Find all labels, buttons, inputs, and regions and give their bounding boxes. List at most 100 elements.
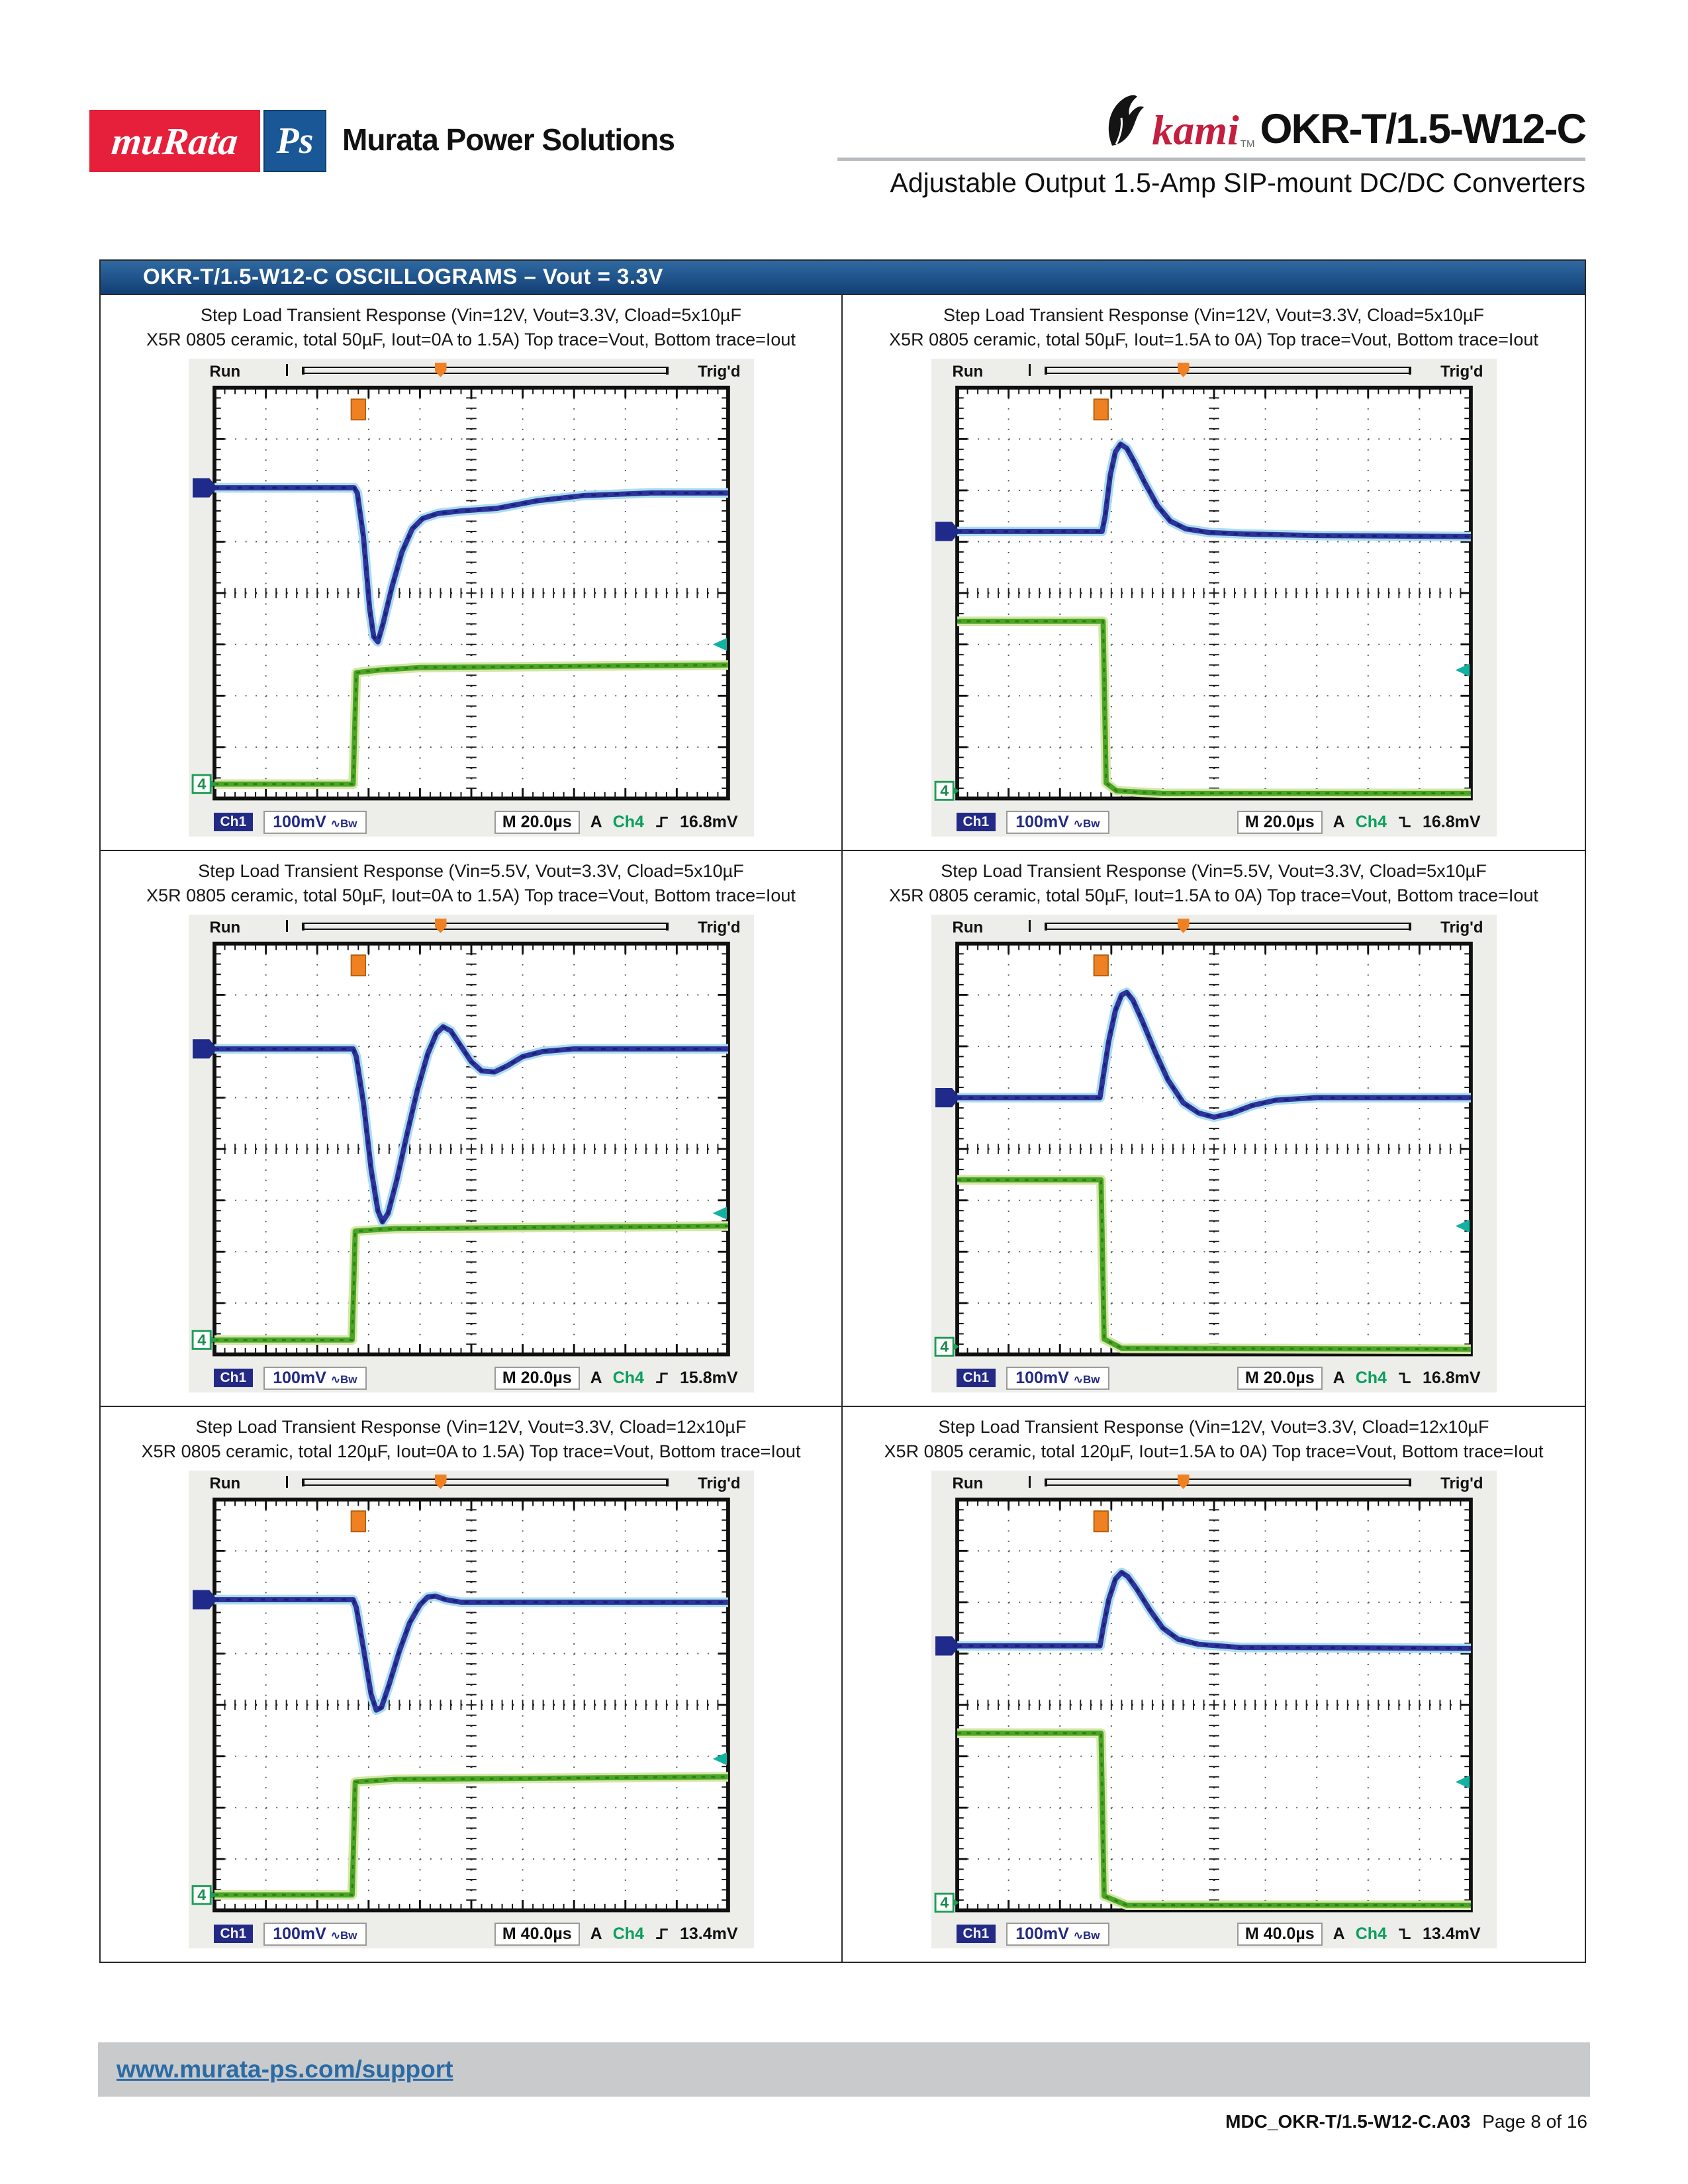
- ch1-volts-per-div: 100mV: [1015, 1368, 1069, 1387]
- vout-trace-texture: [957, 443, 1471, 538]
- ch1-scale-readout: 100mV ∿Bw: [263, 810, 367, 834]
- murata-logo: muRata: [89, 110, 260, 172]
- ch4-marker-arrow: [953, 787, 959, 795]
- acquisition-label: A: [1333, 1924, 1345, 1943]
- coupling-bandwidth-icon: ∿Bw: [330, 817, 357, 830]
- coupling-bandwidth-icon: ∿Bw: [330, 1373, 357, 1386]
- murata-ps-logo-text: Ps: [276, 120, 314, 161]
- coupling-bandwidth-icon: ∿Bw: [330, 1929, 357, 1942]
- panel-title: Step Load Transient Response (Vin=5.5V, …: [101, 859, 841, 908]
- support-bar: www.murata-ps.com/support: [98, 2042, 1590, 2097]
- oscillogram-panel: Step Load Transient Response (Vin=12V, V…: [843, 1406, 1585, 1962]
- record-tick: [1029, 364, 1031, 376]
- support-link[interactable]: www.murata-ps.com/support: [117, 2056, 453, 2083]
- trigger-point-marker: [1093, 1510, 1109, 1533]
- scope-graticule: 4: [934, 385, 1473, 801]
- trigger-position-flag: [434, 1475, 447, 1489]
- trigd-indicator: Trig'd: [1440, 919, 1483, 936]
- panel-title-line1: Step Load Transient Response (Vin=5.5V, …: [198, 861, 744, 881]
- trigger-position-flag: [1177, 1475, 1190, 1489]
- record-window-bracket: [1045, 367, 1411, 375]
- page-subtitle: Adjustable Output 1.5-Amp SIP-mount DC/D…: [890, 167, 1586, 198]
- record-window-bracket: [302, 1479, 669, 1486]
- trademark-symbol: TM: [1240, 138, 1255, 150]
- oscillogram-panel: Step Load Transient Response (Vin=12V, V…: [843, 294, 1585, 850]
- ch4-marker-arrow: [210, 1336, 216, 1344]
- scope-graticule: 4: [191, 1497, 730, 1913]
- trigger-source-label: Ch4: [612, 1368, 644, 1387]
- ch1-volts-per-div: 100mV: [273, 812, 326, 831]
- ch1-scale-readout: 100mV ∿Bw: [263, 1366, 367, 1390]
- scope-status-bottom: Ch1 100mV ∿Bw M 40.0µs A Ch4 13.4mV: [934, 1921, 1494, 1947]
- scope-status-bottom: Ch1 100mV ∿Bw M 40.0µs A Ch4 13.4mV: [191, 1921, 751, 1947]
- scope-status-top: Run Trig'd: [191, 916, 751, 938]
- okami-logo: kami TM: [1103, 93, 1255, 152]
- scope-status-bottom: Ch1 100mV ∿Bw M 20.0µs A Ch4 15.8mV: [191, 1365, 751, 1391]
- oscilloscope-screenshot: Run Trig'd 4 Ch1 100mV ∿Bw M 40.0µs A Ch…: [931, 1471, 1497, 1948]
- trigger-source-label: Ch4: [1355, 1924, 1387, 1943]
- run-indicator: Run: [209, 919, 241, 936]
- page-number: Page 8 of 16: [1482, 2111, 1587, 2132]
- timebase-readout: M 20.0µs: [1237, 810, 1323, 834]
- doc-footer: MDC_OKR-T/1.5-W12-C.A03 Page 8 of 16: [1225, 2111, 1587, 2132]
- panel-title: Step Load Transient Response (Vin=5.5V, …: [843, 859, 1585, 908]
- timebase-readout: M 40.0µs: [494, 1922, 580, 1946]
- trigger-point-marker: [350, 398, 366, 421]
- murata-logo-text: muRata: [109, 119, 240, 163]
- record-tick: [286, 1476, 289, 1488]
- ch1-marker: [192, 478, 217, 498]
- ch1-marker: [935, 1636, 960, 1656]
- oscillogram-panel: Step Load Transient Response (Vin=12V, V…: [101, 1406, 843, 1962]
- panel-title-line1: Step Load Transient Response (Vin=12V, V…: [938, 1417, 1489, 1437]
- trigger-level-readout: 16.8mV: [1422, 1368, 1481, 1387]
- ch1-scale-readout: 100mV ∿Bw: [263, 1922, 367, 1946]
- ch4-marker-arrow: [210, 780, 216, 788]
- product-title: OKR-T/1.5-W12-C: [1260, 106, 1587, 153]
- scope-status-bottom: Ch1 100mV ∿Bw M 20.0µs A Ch4 16.8mV: [934, 809, 1494, 835]
- ch4-marker-box: [934, 1892, 955, 1913]
- panel-title: Step Load Transient Response (Vin=12V, V…: [101, 303, 841, 352]
- ch1-marker: [192, 1590, 217, 1610]
- ch4-marker-arrow: [953, 1343, 959, 1351]
- ch1-volts-per-div: 100mV: [1015, 812, 1069, 831]
- trigger-position-flag: [1177, 363, 1190, 377]
- panel-title-line2: X5R 0805 ceramic, total 50µF, Iout=1.5A …: [889, 330, 1538, 349]
- panel-title-line1: Step Load Transient Response (Vin=12V, V…: [943, 305, 1484, 325]
- header-divider-rule: [837, 158, 1585, 161]
- trigger-edge-icon: [1399, 1372, 1411, 1384]
- ch1-label-box: Ch1: [213, 1369, 254, 1387]
- ch1-volts-per-div: 100mV: [1015, 1924, 1069, 1943]
- acquisition-label: A: [590, 812, 602, 831]
- vout-trace-texture: [957, 991, 1471, 1118]
- ch4-marker-box: [934, 780, 955, 801]
- oscillograms-section: OKR-T/1.5-W12-C OSCILLOGRAMS – Vout = 3.…: [99, 259, 1586, 1963]
- panel-title-line2: X5R 0805 ceramic, total 50µF, Iout=0A to…: [146, 886, 796, 905]
- trigger-source-label: Ch4: [612, 1924, 644, 1943]
- ch1-label-box: Ch1: [213, 1925, 254, 1943]
- iout-trace: [957, 618, 1471, 796]
- oscilloscope-screenshot: Run Trig'd 4 Ch1 100mV ∿Bw M 20.0µs A Ch…: [188, 359, 754, 837]
- coupling-bandwidth-icon: ∿Bw: [1073, 1373, 1100, 1386]
- ch4-marker-label: 4: [940, 782, 949, 799]
- vout-trace-texture: [214, 1025, 728, 1224]
- trigger-point-marker: [1093, 954, 1109, 977]
- ch4-marker-box: [191, 774, 212, 794]
- acquisition-label: A: [590, 1924, 602, 1943]
- iout-trace-texture: [214, 1225, 728, 1342]
- ch4-marker-arrow: [953, 1899, 959, 1907]
- panel-title-line2: X5R 0805 ceramic, total 120µF, Iout=1.5A…: [884, 1441, 1544, 1461]
- panel-title-line2: X5R 0805 ceramic, total 50µF, Iout=1.5A …: [889, 886, 1538, 905]
- record-window-bracket: [302, 923, 669, 931]
- trigger-point-marker: [1093, 398, 1109, 421]
- trigger-level-readout: 16.8mV: [1422, 812, 1481, 831]
- iout-trace-texture: [957, 1732, 1471, 1907]
- record-window-bracket: [302, 367, 669, 375]
- iout-trace: [957, 1177, 1471, 1352]
- record-window-bracket: [1045, 923, 1411, 931]
- ch4-marker-label: 4: [940, 1338, 949, 1355]
- trigger-position-flag: [434, 363, 447, 377]
- company-name: Murata Power Solutions: [342, 122, 675, 157]
- timebase-readout: M 20.0µs: [494, 810, 580, 834]
- trigd-indicator: Trig'd: [698, 363, 741, 381]
